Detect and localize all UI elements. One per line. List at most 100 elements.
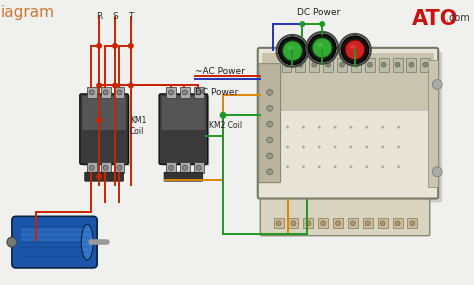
Circle shape [397, 126, 400, 129]
Circle shape [302, 145, 305, 148]
Circle shape [182, 165, 187, 170]
Circle shape [96, 43, 102, 49]
Circle shape [117, 90, 122, 95]
Circle shape [182, 90, 187, 95]
Circle shape [318, 145, 321, 148]
FancyBboxPatch shape [21, 228, 88, 241]
Circle shape [219, 112, 227, 119]
Circle shape [103, 90, 108, 95]
Text: .com: .com [446, 13, 470, 23]
Circle shape [354, 62, 358, 67]
Circle shape [365, 145, 368, 148]
Circle shape [291, 221, 296, 226]
Circle shape [339, 62, 345, 67]
Bar [363, 218, 373, 228]
Circle shape [381, 62, 386, 67]
Circle shape [302, 126, 305, 129]
Bar [378, 218, 388, 228]
Circle shape [334, 145, 337, 148]
FancyBboxPatch shape [115, 162, 124, 173]
Circle shape [267, 89, 273, 95]
Circle shape [96, 174, 102, 180]
Circle shape [410, 221, 415, 226]
Circle shape [341, 36, 369, 64]
Circle shape [286, 165, 289, 168]
Circle shape [318, 165, 321, 168]
Bar [303, 218, 313, 228]
Circle shape [112, 83, 118, 88]
Ellipse shape [350, 45, 356, 49]
Circle shape [349, 165, 353, 168]
FancyBboxPatch shape [164, 172, 203, 181]
FancyBboxPatch shape [85, 172, 123, 181]
Ellipse shape [288, 46, 293, 50]
Circle shape [267, 121, 273, 127]
Circle shape [112, 43, 118, 49]
Circle shape [267, 169, 273, 175]
Circle shape [318, 126, 321, 129]
Circle shape [89, 165, 94, 170]
Bar [392, 58, 402, 72]
FancyBboxPatch shape [259, 64, 281, 183]
Circle shape [103, 165, 108, 170]
Text: T: T [128, 12, 134, 21]
Circle shape [336, 221, 340, 226]
Circle shape [286, 126, 289, 129]
Circle shape [96, 117, 102, 123]
FancyBboxPatch shape [194, 162, 204, 173]
Bar [318, 218, 328, 228]
Circle shape [169, 165, 173, 170]
Circle shape [89, 90, 94, 95]
Text: iagram: iagram [1, 5, 55, 20]
Circle shape [267, 153, 273, 159]
Bar [289, 218, 299, 228]
Bar [262, 53, 434, 111]
Circle shape [283, 41, 302, 61]
FancyBboxPatch shape [159, 94, 208, 164]
Text: KM2 Coil: KM2 Coil [209, 121, 242, 130]
FancyBboxPatch shape [262, 52, 442, 202]
Circle shape [128, 43, 134, 49]
FancyBboxPatch shape [115, 87, 124, 98]
Bar [420, 58, 430, 72]
Circle shape [349, 145, 353, 148]
Bar [348, 218, 358, 228]
Ellipse shape [317, 43, 323, 47]
Bar [407, 58, 416, 72]
FancyBboxPatch shape [82, 96, 130, 166]
Circle shape [395, 221, 400, 226]
Bar [273, 218, 283, 228]
Circle shape [196, 165, 201, 170]
FancyBboxPatch shape [12, 216, 97, 268]
Bar [408, 218, 418, 228]
Text: KM1
Coil: KM1 Coil [130, 116, 146, 136]
Circle shape [267, 105, 273, 111]
Circle shape [349, 126, 353, 129]
Circle shape [326, 62, 331, 67]
Circle shape [319, 21, 325, 27]
Circle shape [7, 237, 17, 247]
FancyBboxPatch shape [258, 48, 438, 199]
Circle shape [397, 145, 400, 148]
Text: ATO: ATO [411, 9, 458, 29]
Circle shape [117, 165, 122, 170]
Circle shape [298, 62, 303, 67]
FancyBboxPatch shape [100, 162, 110, 173]
FancyBboxPatch shape [82, 96, 126, 130]
Bar [295, 58, 305, 72]
FancyBboxPatch shape [180, 87, 190, 98]
Bar [282, 58, 292, 72]
Circle shape [381, 165, 384, 168]
Circle shape [276, 221, 281, 226]
Bar [392, 218, 402, 228]
FancyBboxPatch shape [180, 162, 190, 173]
FancyBboxPatch shape [194, 87, 204, 98]
FancyBboxPatch shape [80, 94, 128, 164]
Circle shape [380, 221, 385, 226]
FancyBboxPatch shape [162, 96, 209, 166]
Circle shape [381, 145, 384, 148]
Circle shape [302, 165, 305, 168]
Text: DC Power: DC Power [195, 88, 238, 97]
Circle shape [306, 221, 311, 226]
Circle shape [409, 62, 414, 67]
